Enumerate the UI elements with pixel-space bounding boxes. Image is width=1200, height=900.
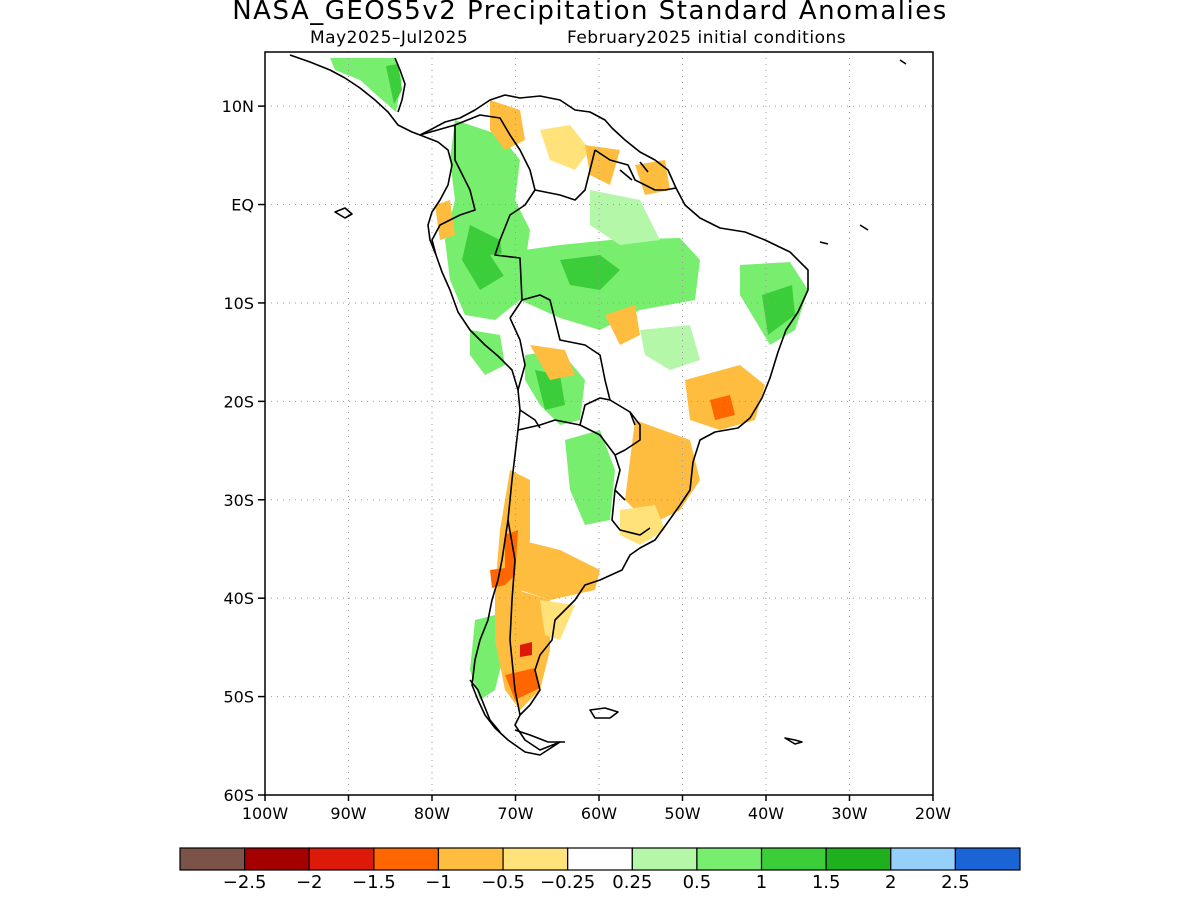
lat-tick-label: 10S	[223, 294, 254, 313]
colorbar-label: −1.5	[352, 872, 396, 893]
lat-tick-label: 30S	[223, 491, 254, 510]
lat-tick-label: EQ	[231, 196, 254, 215]
lon-tick-label: 30W	[831, 804, 867, 823]
colorbar-swatch	[954, 847, 1021, 871]
forecast-period: May2025–Jul2025	[310, 28, 469, 48]
colorbar-swatch	[760, 847, 827, 871]
colorbar-swatch	[631, 847, 698, 871]
lon-tick-label: 50W	[664, 804, 700, 823]
lon-tick-label: 70W	[497, 804, 533, 823]
colorbar-swatch	[308, 847, 375, 871]
colorbar-label: −2.5	[223, 872, 267, 893]
lat-tick-label: 40S	[223, 589, 254, 608]
lat-tick-label: 60S	[223, 786, 254, 805]
colorbar-swatch	[373, 847, 440, 871]
colorbar-label: −0.5	[481, 872, 525, 893]
lon-tick-label: 40W	[748, 804, 784, 823]
colorbar-label: −1	[425, 872, 452, 893]
lon-tick-label: 60W	[581, 804, 617, 823]
longitude-axis: 100W 90W 80W 70W 60W 50W 40W 30W 20W	[242, 795, 951, 823]
colorbar-label: −0.25	[540, 872, 595, 893]
lat-tick-label: 50S	[223, 688, 254, 707]
colorbar-swatch	[825, 847, 892, 871]
latitude-axis: 10N EQ 10S 20S 30S 40S 50S 60S	[222, 97, 265, 805]
lon-tick-label: 20W	[915, 804, 951, 823]
anomaly-layer	[330, 58, 808, 710]
initial-conditions: February2025 initial conditions	[567, 28, 847, 48]
colorbar-label: 1.5	[812, 872, 841, 893]
lon-tick-label: 80W	[414, 804, 450, 823]
map-title: NASA_GEOS5v2 Precipitation Standard Anom…	[232, 0, 948, 26]
colorbar: −2.5 −2 −1.5 −1 −0.5 −0.25 0.25 0.5 1 1.5 2 2.5	[179, 847, 1021, 893]
colorbar-swatch	[890, 847, 956, 871]
colorbar-label: 1	[756, 872, 767, 893]
colorbar-swatch	[696, 847, 763, 871]
colorbar-label: 0.25	[612, 872, 652, 893]
coastline-outlines	[289, 54, 907, 756]
colorbar-swatch	[244, 847, 310, 871]
lat-tick-label: 20S	[223, 392, 254, 411]
colorbar-label: −2	[296, 872, 323, 893]
colorbar-swatch	[437, 847, 504, 871]
lat-tick-label: 10N	[222, 97, 254, 116]
colorbar-swatch	[179, 847, 246, 871]
lon-tick-label: 90W	[330, 804, 366, 823]
colorbar-label: 0.5	[683, 872, 712, 893]
colorbar-swatch	[567, 847, 633, 871]
lon-tick-label: 100W	[242, 804, 289, 823]
colorbar-label: 2.5	[941, 872, 970, 893]
colorbar-label: 2	[885, 872, 896, 893]
colorbar-swatch	[502, 847, 569, 871]
